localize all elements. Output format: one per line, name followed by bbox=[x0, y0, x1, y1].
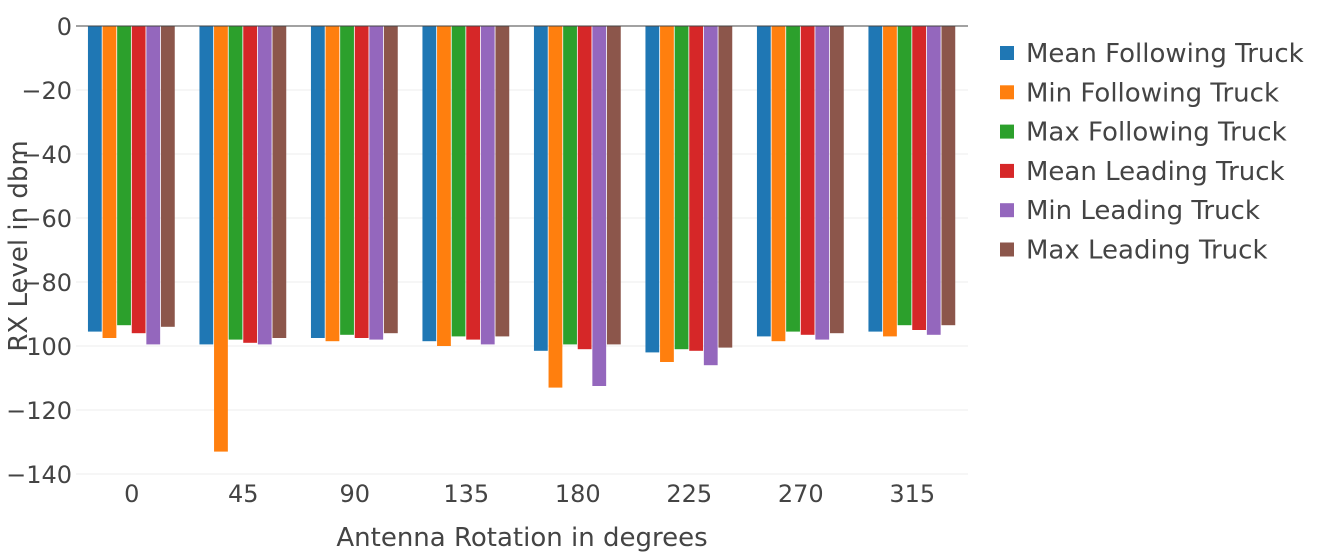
bar-group-135 bbox=[422, 26, 510, 346]
bar bbox=[131, 26, 146, 334]
bar bbox=[771, 26, 786, 342]
bar bbox=[480, 26, 495, 345]
legend-item: Max Leading Truck bbox=[1000, 236, 1268, 266]
x-tick-label: 135 bbox=[443, 480, 489, 508]
legend-item: Mean Following Truck bbox=[1000, 39, 1304, 69]
legend-label: Max Following Truck bbox=[1026, 118, 1287, 148]
bar bbox=[160, 26, 175, 327]
bar bbox=[883, 26, 897, 337]
legend-swatch bbox=[1000, 163, 1014, 178]
bar-group-315 bbox=[868, 26, 956, 337]
bar bbox=[369, 26, 384, 340]
bar bbox=[383, 26, 398, 334]
x-tick-label: 180 bbox=[555, 480, 601, 508]
y-tick-label: −40 bbox=[21, 141, 72, 169]
bar-group-45 bbox=[199, 26, 287, 452]
legend-swatch bbox=[1000, 203, 1014, 218]
x-tick-label: 225 bbox=[666, 480, 712, 508]
y-tick-label: −120 bbox=[6, 397, 72, 425]
x-axis-title: Antenna Rotation in degrees bbox=[336, 523, 707, 553]
legend-swatch bbox=[1000, 124, 1014, 139]
y-tick-label: −100 bbox=[6, 333, 72, 361]
bar bbox=[577, 26, 592, 350]
y-tick-label: −80 bbox=[21, 269, 72, 297]
legend-item: Max Following Truck bbox=[1000, 118, 1287, 148]
legend-item: Mean Leading Truck bbox=[1000, 157, 1285, 187]
legend-item: Min Following Truck bbox=[1000, 78, 1279, 108]
y-tick-label: −60 bbox=[21, 205, 72, 233]
bar bbox=[703, 26, 718, 366]
bar bbox=[926, 26, 941, 335]
bar bbox=[228, 26, 243, 340]
legend-label: Max Leading Truck bbox=[1026, 236, 1268, 266]
bar bbox=[87, 26, 102, 332]
bar-group-0 bbox=[87, 26, 175, 345]
bar bbox=[786, 26, 800, 332]
bar bbox=[800, 26, 815, 335]
bar bbox=[645, 26, 660, 353]
bar bbox=[257, 26, 272, 345]
bar bbox=[829, 26, 844, 334]
bar bbox=[310, 26, 325, 338]
bar bbox=[354, 26, 369, 338]
bar bbox=[495, 26, 510, 337]
legend: Mean Following Truck Min Following Truck M… bbox=[1000, 39, 1304, 266]
y-axis-title: RX Level in dbm bbox=[4, 140, 34, 351]
bar-group-225 bbox=[645, 26, 733, 366]
legend-swatch bbox=[1000, 242, 1014, 257]
y-tick-label: 0 bbox=[57, 13, 72, 41]
legend-swatch bbox=[1000, 46, 1014, 60]
bar-group-270 bbox=[756, 26, 844, 342]
bar bbox=[815, 26, 830, 340]
y-tick-label: −20 bbox=[21, 77, 72, 105]
bar-groups bbox=[87, 26, 956, 452]
bar bbox=[437, 26, 451, 346]
bar bbox=[718, 26, 733, 348]
x-tick-label: 45 bbox=[228, 480, 259, 508]
x-axis-ticks: 0 45 90 135 180 225 270 315 bbox=[124, 480, 935, 508]
x-tick-label: 315 bbox=[889, 480, 935, 508]
bar bbox=[451, 26, 466, 337]
legend-swatch bbox=[1000, 85, 1014, 100]
x-tick-label: 90 bbox=[339, 480, 370, 508]
y-axis-ticks: 0 −20 −40 −60 −80 −100 −120 −140 bbox=[6, 13, 72, 489]
bar bbox=[146, 26, 161, 345]
bar bbox=[533, 26, 548, 351]
bar bbox=[563, 26, 577, 345]
legend-label: Min Leading Truck bbox=[1026, 196, 1260, 226]
bar bbox=[868, 26, 883, 332]
bar bbox=[214, 26, 228, 452]
bar bbox=[897, 26, 912, 326]
bar bbox=[756, 26, 771, 337]
bar bbox=[689, 26, 704, 351]
bar bbox=[243, 26, 258, 343]
bar bbox=[660, 26, 674, 362]
legend-label: Mean Following Truck bbox=[1026, 39, 1304, 69]
bar bbox=[325, 26, 340, 342]
bar bbox=[674, 26, 689, 350]
bar bbox=[466, 26, 481, 340]
bar bbox=[272, 26, 287, 338]
y-tick-label: −140 bbox=[6, 461, 72, 489]
legend-item: Min Leading Truck bbox=[1000, 196, 1260, 226]
bar bbox=[548, 26, 563, 388]
bar bbox=[592, 26, 607, 386]
bar bbox=[102, 26, 117, 338]
legend-label: Mean Leading Truck bbox=[1026, 157, 1285, 187]
bar-group-180 bbox=[533, 26, 621, 388]
x-tick-label: 0 bbox=[124, 480, 139, 508]
bar bbox=[117, 26, 131, 326]
bar-group-90 bbox=[310, 26, 398, 342]
bar bbox=[606, 26, 621, 345]
bar bbox=[912, 26, 927, 330]
x-tick-label: 270 bbox=[778, 480, 824, 508]
bar bbox=[199, 26, 214, 345]
bar bbox=[422, 26, 437, 342]
legend-label: Min Following Truck bbox=[1026, 78, 1279, 108]
bar bbox=[340, 26, 354, 335]
bar bbox=[941, 26, 956, 326]
